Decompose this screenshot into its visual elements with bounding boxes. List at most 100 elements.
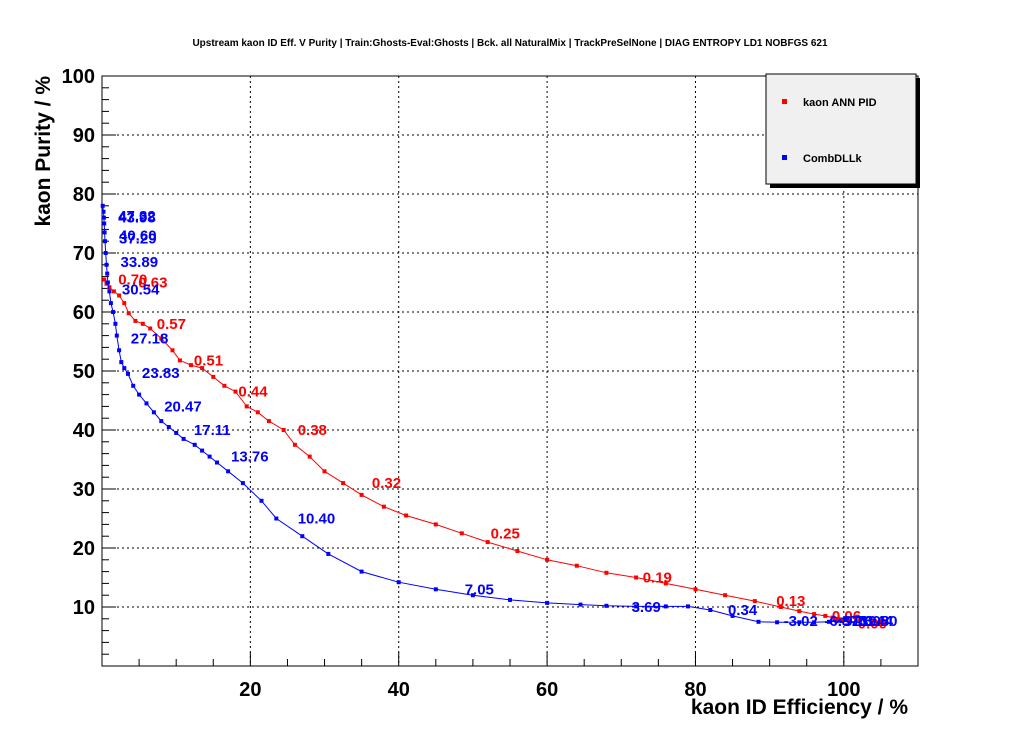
y-tick-label: 60 bbox=[73, 302, 95, 324]
data-point bbox=[102, 277, 107, 282]
data-point bbox=[126, 311, 131, 316]
data-label: -19.80 bbox=[855, 613, 898, 630]
data-point bbox=[233, 389, 238, 394]
data-label: 0.19 bbox=[643, 570, 672, 587]
data-point bbox=[211, 374, 216, 379]
data-point bbox=[131, 383, 136, 388]
data-point bbox=[177, 358, 182, 363]
x-tick-label: 60 bbox=[536, 679, 558, 701]
series-0 bbox=[102, 277, 846, 622]
data-point bbox=[634, 575, 639, 580]
data-point bbox=[508, 597, 512, 602]
data-point bbox=[117, 348, 122, 353]
data-point bbox=[827, 619, 831, 624]
data-point bbox=[244, 404, 249, 409]
data-point bbox=[841, 618, 846, 622]
data-point bbox=[159, 419, 164, 424]
x-tick-label: 100 bbox=[827, 679, 860, 701]
data-label: 0.38 bbox=[298, 422, 327, 439]
x-tick-label: 80 bbox=[684, 679, 706, 701]
data-point bbox=[137, 392, 142, 397]
data-point bbox=[307, 454, 312, 459]
data-point bbox=[126, 371, 130, 376]
series-group bbox=[100, 203, 846, 625]
data-point bbox=[103, 239, 107, 244]
data-point bbox=[663, 604, 668, 609]
data-point bbox=[830, 615, 835, 620]
data-label: 0.32 bbox=[372, 475, 401, 492]
data-label: -6.37 bbox=[824, 613, 858, 630]
series-line bbox=[102, 205, 844, 623]
data-point bbox=[578, 602, 583, 607]
data-point bbox=[102, 230, 107, 235]
legend: kaon ANN PID CombDLLk bbox=[765, 73, 920, 188]
data-point bbox=[341, 481, 346, 486]
x-tick-label: 40 bbox=[388, 679, 410, 701]
data-label: 0.06 bbox=[832, 608, 861, 625]
data-label: 23.83 bbox=[142, 365, 180, 382]
data-point bbox=[359, 492, 364, 497]
data-label: 13.76 bbox=[231, 449, 269, 466]
data-label: 27.18 bbox=[131, 331, 169, 348]
data-point bbox=[105, 280, 110, 285]
y-tick-label: 30 bbox=[73, 479, 95, 501]
data-label: 0.00 bbox=[858, 616, 887, 633]
data-label: 43.98 bbox=[118, 210, 156, 227]
data-point bbox=[140, 321, 145, 326]
data-point bbox=[108, 301, 113, 306]
data-label: 0.34 bbox=[728, 602, 758, 619]
x-axis-label: kaon ID Efficiency / % bbox=[691, 696, 908, 719]
data-point bbox=[433, 522, 438, 527]
data-point bbox=[159, 336, 164, 341]
legend-marker-dll bbox=[782, 155, 787, 160]
data-point bbox=[756, 619, 761, 624]
data-point bbox=[708, 608, 713, 612]
data-point bbox=[797, 620, 802, 625]
data-point bbox=[823, 613, 828, 618]
data-point bbox=[834, 619, 839, 624]
data-point bbox=[192, 442, 197, 447]
data-point bbox=[101, 215, 106, 220]
data-point bbox=[545, 600, 550, 605]
data-label: 40.60 bbox=[119, 227, 157, 244]
data-label: 0.25 bbox=[491, 525, 520, 542]
data-point bbox=[189, 363, 193, 368]
data-point bbox=[292, 442, 297, 447]
data-label: 0.44 bbox=[238, 384, 268, 401]
data-label: 37.29 bbox=[119, 230, 157, 247]
data-point bbox=[133, 318, 138, 323]
data-point bbox=[723, 593, 728, 598]
data-point bbox=[326, 551, 331, 556]
data-label: 33.89 bbox=[121, 254, 159, 271]
data-point bbox=[207, 454, 212, 459]
data-point bbox=[433, 587, 438, 592]
data-label: 7.05 bbox=[465, 581, 494, 598]
y-tick-label: 80 bbox=[73, 184, 95, 206]
data-point bbox=[322, 469, 327, 474]
data-point bbox=[634, 604, 639, 609]
data-label: 3.69 bbox=[632, 599, 661, 616]
data-point bbox=[459, 531, 464, 536]
y-tick-label: 40 bbox=[73, 420, 95, 442]
data-point bbox=[226, 469, 231, 474]
data-point bbox=[515, 549, 520, 553]
data-point bbox=[838, 618, 843, 623]
axis-ticks: 20 40 60 80 100 10 20 30 40 50 60 70 80 90 100 bbox=[62, 66, 919, 701]
data-label: -3.02 bbox=[784, 613, 818, 630]
data-point bbox=[174, 430, 179, 435]
data-point bbox=[381, 504, 386, 509]
data-point bbox=[604, 570, 609, 575]
data-point bbox=[122, 301, 127, 306]
data-point bbox=[100, 203, 105, 208]
data-point bbox=[119, 360, 124, 365]
data-point bbox=[545, 557, 550, 562]
data-point bbox=[102, 221, 107, 226]
data-point bbox=[166, 425, 171, 429]
data-label: 0.63 bbox=[138, 275, 167, 292]
y-tick-label: 100 bbox=[62, 66, 95, 88]
data-point bbox=[107, 289, 112, 294]
data-point bbox=[103, 251, 108, 255]
data-point bbox=[122, 366, 127, 371]
y-tick-label: 90 bbox=[73, 125, 95, 147]
